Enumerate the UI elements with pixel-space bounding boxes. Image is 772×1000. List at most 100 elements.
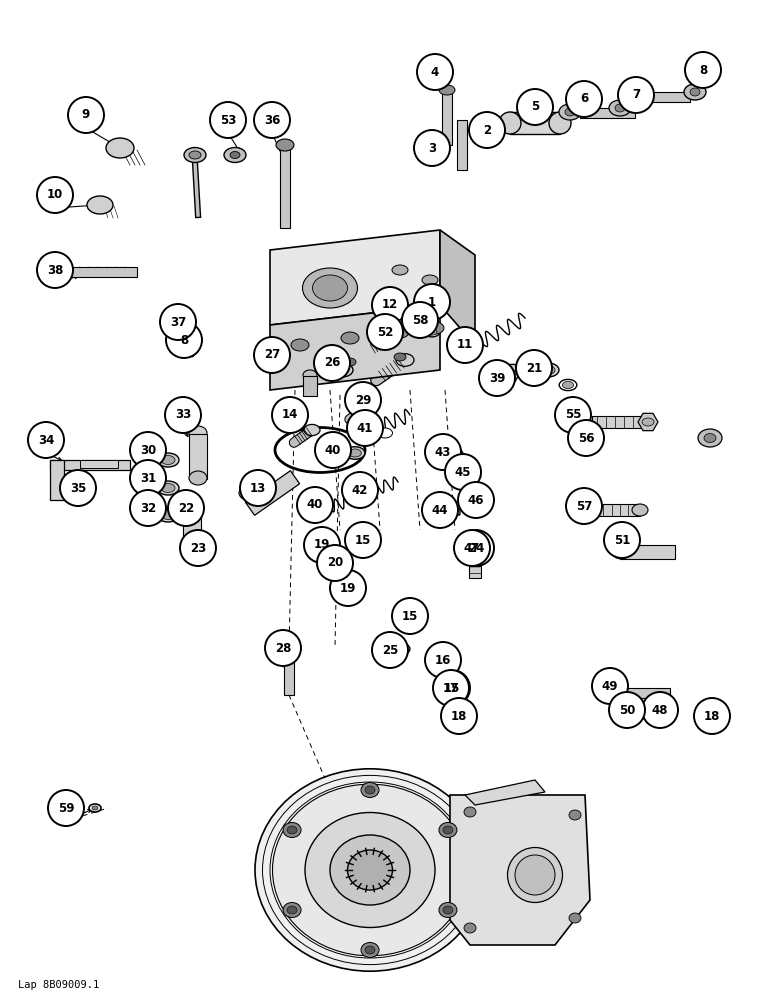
Circle shape xyxy=(568,420,604,456)
Polygon shape xyxy=(575,504,640,516)
Ellipse shape xyxy=(313,275,347,301)
Circle shape xyxy=(454,530,490,566)
Circle shape xyxy=(425,642,461,678)
Ellipse shape xyxy=(698,429,722,447)
Ellipse shape xyxy=(464,923,476,933)
Circle shape xyxy=(618,77,654,113)
Polygon shape xyxy=(440,230,475,345)
Text: 34: 34 xyxy=(38,434,54,446)
Ellipse shape xyxy=(344,358,356,366)
Circle shape xyxy=(592,668,628,704)
Circle shape xyxy=(345,522,381,558)
Circle shape xyxy=(254,102,290,138)
Ellipse shape xyxy=(269,358,281,366)
Text: 41: 41 xyxy=(357,422,373,434)
Ellipse shape xyxy=(365,786,375,794)
Ellipse shape xyxy=(338,586,358,598)
Ellipse shape xyxy=(427,329,437,335)
Bar xyxy=(245,471,300,515)
Text: 26: 26 xyxy=(323,357,340,369)
Ellipse shape xyxy=(106,138,134,158)
Text: 30: 30 xyxy=(140,444,156,456)
Circle shape xyxy=(566,81,602,117)
Circle shape xyxy=(441,698,477,734)
Text: 1: 1 xyxy=(428,296,436,308)
Text: 44: 44 xyxy=(432,504,449,516)
Bar xyxy=(510,112,560,134)
Ellipse shape xyxy=(408,612,422,620)
Text: 13: 13 xyxy=(250,482,266,494)
Ellipse shape xyxy=(331,363,353,377)
Text: 29: 29 xyxy=(355,393,371,406)
Polygon shape xyxy=(500,364,520,382)
Ellipse shape xyxy=(183,506,201,520)
Text: 18: 18 xyxy=(451,710,467,722)
Ellipse shape xyxy=(701,710,723,726)
Ellipse shape xyxy=(391,326,409,338)
Polygon shape xyxy=(50,460,130,470)
Ellipse shape xyxy=(504,369,516,377)
Circle shape xyxy=(314,345,350,381)
Ellipse shape xyxy=(365,946,375,954)
Ellipse shape xyxy=(439,85,455,95)
Ellipse shape xyxy=(92,806,98,810)
Bar xyxy=(183,514,201,554)
Circle shape xyxy=(60,470,96,506)
Ellipse shape xyxy=(439,902,457,918)
Ellipse shape xyxy=(334,563,345,571)
Text: 46: 46 xyxy=(468,493,484,506)
Circle shape xyxy=(642,692,678,728)
Ellipse shape xyxy=(609,100,631,116)
Circle shape xyxy=(68,97,104,133)
Circle shape xyxy=(458,530,494,566)
Ellipse shape xyxy=(194,544,206,552)
Circle shape xyxy=(330,570,366,606)
Circle shape xyxy=(609,692,645,728)
Circle shape xyxy=(272,397,308,433)
Text: 18: 18 xyxy=(704,710,720,722)
Text: 20: 20 xyxy=(327,556,343,570)
Polygon shape xyxy=(469,548,481,578)
Circle shape xyxy=(447,327,483,363)
Ellipse shape xyxy=(515,855,555,895)
Circle shape xyxy=(445,454,481,490)
Ellipse shape xyxy=(652,708,664,716)
Ellipse shape xyxy=(646,704,670,720)
Text: 59: 59 xyxy=(58,802,74,814)
Ellipse shape xyxy=(569,913,581,923)
Bar xyxy=(189,434,207,479)
Circle shape xyxy=(130,460,166,496)
Ellipse shape xyxy=(523,359,533,365)
Circle shape xyxy=(685,52,721,88)
Ellipse shape xyxy=(189,426,207,440)
Circle shape xyxy=(555,397,591,433)
Text: 56: 56 xyxy=(577,432,594,444)
Text: 48: 48 xyxy=(652,704,669,716)
Circle shape xyxy=(166,322,202,358)
Polygon shape xyxy=(638,413,658,431)
Ellipse shape xyxy=(184,147,206,162)
Ellipse shape xyxy=(559,104,581,120)
Circle shape xyxy=(342,472,378,508)
Polygon shape xyxy=(465,780,545,805)
Text: 45: 45 xyxy=(455,466,471,479)
Ellipse shape xyxy=(472,534,483,542)
Text: 51: 51 xyxy=(614,534,630,546)
Text: 58: 58 xyxy=(411,314,428,326)
Text: 14: 14 xyxy=(282,408,298,422)
Circle shape xyxy=(168,490,204,526)
Ellipse shape xyxy=(541,365,555,374)
Text: 40: 40 xyxy=(306,498,323,512)
Circle shape xyxy=(434,670,470,706)
Ellipse shape xyxy=(281,642,297,652)
Circle shape xyxy=(372,632,408,668)
Text: 57: 57 xyxy=(576,499,592,512)
Ellipse shape xyxy=(157,481,179,495)
Text: 6: 6 xyxy=(580,93,588,105)
Ellipse shape xyxy=(615,104,625,112)
Text: 35: 35 xyxy=(69,482,86,494)
Circle shape xyxy=(240,470,276,506)
Text: 39: 39 xyxy=(489,371,505,384)
Bar xyxy=(80,460,118,468)
Bar xyxy=(50,460,64,500)
